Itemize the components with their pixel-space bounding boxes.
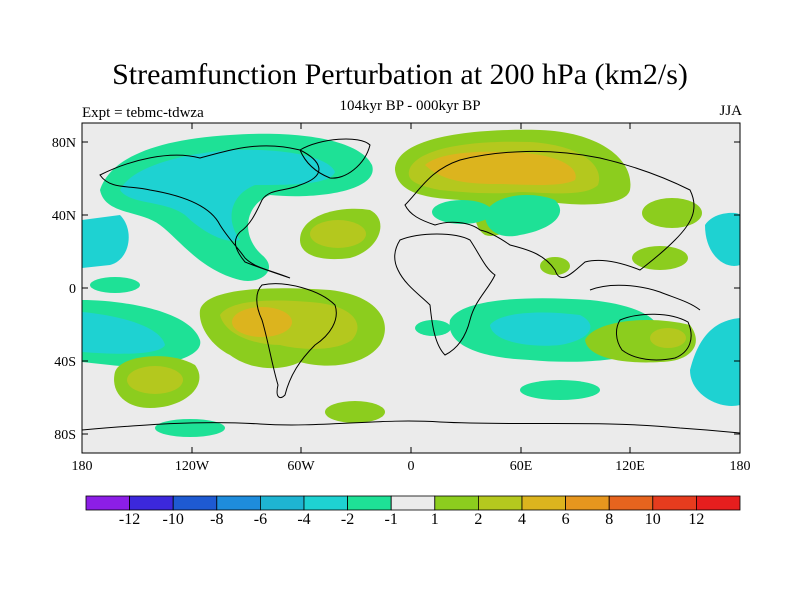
x-tick-label: 120W (175, 459, 210, 474)
colorbar-swatch (477, 495, 523, 511)
x-tick-label: 180 (730, 459, 751, 474)
coastline-australia (616, 313, 692, 361)
coastline-antarctica (82, 420, 740, 434)
y-tick-label: 40N (52, 209, 76, 224)
contour-positive-south-atlantic (325, 401, 385, 423)
coastline-south-america (256, 283, 337, 398)
colorbar-swatch (521, 495, 566, 511)
y-tick-label: 80S (54, 428, 76, 443)
x-tick-label: 180 (72, 459, 93, 474)
colorbar (85, 495, 741, 511)
colorbar-label: -4 (297, 511, 310, 528)
y-axis-labels: 80N 40N 0 40S 80S (52, 136, 76, 443)
colorbar-label: 4 (518, 511, 526, 528)
y-tick-label: 0 (69, 282, 76, 297)
contour-negative-caribbean (90, 277, 140, 293)
contour-positive-west-pacific (632, 246, 688, 270)
contour-negative-east-pacific (705, 212, 740, 266)
colorbar-swatch (565, 495, 610, 511)
colorbar-swatch (390, 495, 436, 511)
contour-negative-west-pacific (82, 215, 129, 268)
contour-negative-south-pacific-core (82, 312, 165, 354)
coastline-southeast-asia (589, 284, 701, 311)
coastlines (82, 138, 740, 434)
contour-positive-eurasia-core (425, 151, 576, 185)
contour-positive-india (540, 257, 570, 275)
x-axis-labels: 180 120W 60W 0 60E 120E 180 (72, 459, 751, 474)
colorbar-swatch (347, 495, 392, 511)
colorbar-label: -6 (254, 511, 267, 528)
contour-positive-north-atlantic-core (310, 220, 366, 248)
contour-negative-north-america-core (120, 149, 335, 241)
colorbar-swatch (652, 495, 697, 511)
colorbar-label: -8 (210, 511, 223, 528)
x-tick-label: 120E (615, 459, 645, 474)
colorbar-swatch (608, 495, 654, 511)
y-tick-label: 40S (54, 355, 76, 370)
map-subtitle: 104kyr BP - 000kyr BP (339, 98, 481, 114)
x-tick-label: 60E (510, 459, 533, 474)
colorbar-swatch (696, 495, 741, 511)
coastline-greenland (299, 138, 371, 179)
contour-negative-mediterranean (432, 200, 492, 224)
contour-negative-southeast-pacific (690, 318, 740, 406)
contour-negative-central-asia (485, 195, 561, 237)
colorbar-label: 1 (431, 511, 439, 528)
colorbar-swatch (434, 495, 479, 511)
contour-negative-antarctic (155, 419, 225, 437)
colorbar-label: -10 (163, 511, 184, 528)
coastline-eurasia (404, 150, 695, 278)
colorbar-label: -1 (385, 511, 398, 528)
contour-negative-indian-ocean-core (490, 312, 591, 346)
x-tick-label: 0 (408, 459, 415, 474)
map-title: Streamfunction Perturbation at 200 hPa (… (112, 58, 688, 91)
colorbar-label: 12 (688, 511, 704, 528)
contour-negative-south-indian (520, 380, 600, 400)
colorbar-label: -2 (341, 511, 354, 528)
colorbar-swatch (303, 495, 348, 511)
colorbar-swatch (216, 495, 261, 511)
y-tick-label: 80N (52, 136, 76, 151)
colorbar-swatch (129, 495, 174, 511)
contour-positive-south-america-core (232, 307, 292, 337)
season-label: JJA (719, 103, 742, 119)
colorbar-swatch (85, 495, 130, 511)
colorbar-swatch (172, 495, 218, 511)
contour-positive-southern-pacific-core (127, 366, 183, 394)
colorbar-label: 10 (645, 511, 661, 528)
experiment-label: Expt = tebmc-tdwza (82, 105, 204, 121)
x-tick-label: 60W (287, 459, 315, 474)
tick-marks (81, 123, 741, 453)
colorbar-label: -12 (119, 511, 140, 528)
colorbar-label: 2 (474, 511, 482, 528)
coastline-north-america (99, 145, 320, 279)
colorbar-label: 8 (605, 511, 613, 528)
contour-positive-australia-core (650, 328, 686, 348)
coastline-africa (394, 233, 496, 356)
contour-fields (82, 129, 740, 437)
contour-positive-east-asia (642, 198, 702, 228)
colorbar-swatch (259, 495, 305, 511)
colorbar-labels: -12 -10 -8 -6 -4 -2 -1 1 2 4 6 8 10 12 (119, 511, 704, 528)
colorbar-label: 6 (562, 511, 570, 528)
